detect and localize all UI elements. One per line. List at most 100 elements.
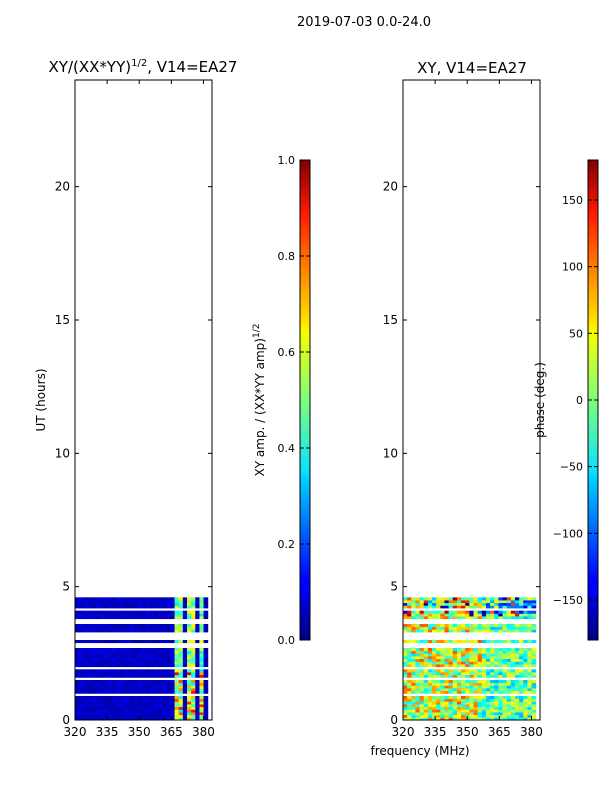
heatmap-cell <box>427 712 433 716</box>
heatmap-cell <box>137 672 142 676</box>
heatmap-cell <box>108 688 113 692</box>
heatmap-cell <box>514 602 520 606</box>
heatmap-cell <box>490 680 495 684</box>
heatmap-cell <box>145 717 151 721</box>
heatmap-cell <box>166 629 171 633</box>
heatmap-cell <box>199 704 205 708</box>
heatmap-cell <box>490 640 495 644</box>
heatmap-cell <box>527 658 533 662</box>
heatmap-cell <box>452 610 458 614</box>
heatmap-cell <box>415 626 421 630</box>
heatmap-cell <box>203 605 209 609</box>
heatmap-cell <box>199 696 205 700</box>
heatmap-cell <box>419 648 425 652</box>
heatmap-cell <box>145 688 151 692</box>
heatmap-cell <box>141 685 147 689</box>
heatmap-cell <box>403 706 408 710</box>
heatmap-cell <box>407 658 412 662</box>
heatmap-cell <box>124 650 130 654</box>
heatmap-cell <box>444 624 450 628</box>
heatmap-cell <box>99 696 105 700</box>
heatmap-cell <box>490 674 495 678</box>
heatmap-cell <box>440 600 445 604</box>
heatmap-cell <box>432 712 437 716</box>
heatmap-cell <box>108 626 113 630</box>
heatmap-cell <box>104 661 109 665</box>
heatmap-cell <box>465 616 470 620</box>
heatmap-cell <box>448 629 454 633</box>
heatmap-cell <box>112 610 117 614</box>
heatmap-cell <box>502 624 508 628</box>
heatmap-cell <box>461 610 466 614</box>
heatmap-cell <box>195 680 200 684</box>
heatmap-cell <box>514 685 520 689</box>
heatmap-cell <box>87 696 93 700</box>
heatmap-cell <box>91 701 97 705</box>
heatmap-cell <box>108 597 113 601</box>
heatmap-cell <box>531 648 537 652</box>
heatmap-cell <box>423 685 429 689</box>
heatmap-cell <box>477 661 483 665</box>
heatmap-cell <box>452 613 458 617</box>
heatmap-cell <box>477 704 483 708</box>
heatmap-cell <box>79 690 84 694</box>
heatmap-cell <box>452 688 458 692</box>
heatmap-cell <box>432 714 437 718</box>
heatmap-cell <box>485 650 491 654</box>
heatmap-cell <box>448 600 454 604</box>
heatmap-cell <box>91 600 97 604</box>
heatmap-cell <box>133 709 138 713</box>
heatmap-cell <box>436 717 441 721</box>
heatmap-cell <box>423 600 429 604</box>
heatmap-cell <box>95 674 101 678</box>
heatmap-cell <box>452 640 458 644</box>
heatmap-cell <box>199 701 205 705</box>
heatmap-cell <box>432 624 437 628</box>
heatmap-cell <box>83 664 88 668</box>
heatmap-cell <box>448 698 454 702</box>
heatmap-cell <box>116 690 122 694</box>
heatmap-cell <box>120 616 126 620</box>
heatmap-cell <box>419 696 425 700</box>
heatmap-cell <box>137 650 142 654</box>
heatmap-cell <box>87 690 93 694</box>
heatmap-cell <box>456 648 462 652</box>
heatmap-cell <box>490 658 495 662</box>
heatmap-cell <box>452 704 458 708</box>
heatmap-cell <box>502 690 508 694</box>
heatmap-cell <box>427 602 433 606</box>
heatmap-cell <box>99 717 105 721</box>
heatmap-cell <box>87 650 93 654</box>
heatmap-cell <box>519 664 524 668</box>
heatmap-cell <box>440 656 445 660</box>
heatmap-cell <box>120 664 126 668</box>
heatmap-cell <box>440 709 445 713</box>
heatmap-cell <box>419 672 425 676</box>
heatmap-cell <box>481 714 487 718</box>
heatmap-cell <box>411 714 416 718</box>
heatmap-cell <box>120 672 126 676</box>
heatmap-cell <box>506 653 512 657</box>
heatmap-cell <box>465 629 470 633</box>
heatmap-cell <box>145 600 151 604</box>
heatmap-cell <box>519 680 524 684</box>
heatmap-cell <box>514 658 520 662</box>
heatmap-cell <box>465 712 470 716</box>
heatmap-cell <box>473 712 479 716</box>
colorbar-tick-label: 0.8 <box>278 250 296 263</box>
heatmap-cell <box>166 664 171 668</box>
heatmap-cell <box>444 690 450 694</box>
heatmap-cell <box>199 629 205 633</box>
heatmap-cell <box>477 597 483 601</box>
heatmap-cell <box>502 706 508 710</box>
heatmap-cell <box>203 709 209 713</box>
heatmap-cell <box>112 717 117 721</box>
heatmap-cell <box>128 613 134 617</box>
heatmap-cell <box>157 656 163 660</box>
heatmap-cell <box>108 698 113 702</box>
heatmap-cell <box>423 706 429 710</box>
heatmap-cell <box>456 597 462 601</box>
heatmap-cell <box>186 656 192 660</box>
heatmap-cell <box>137 680 142 684</box>
